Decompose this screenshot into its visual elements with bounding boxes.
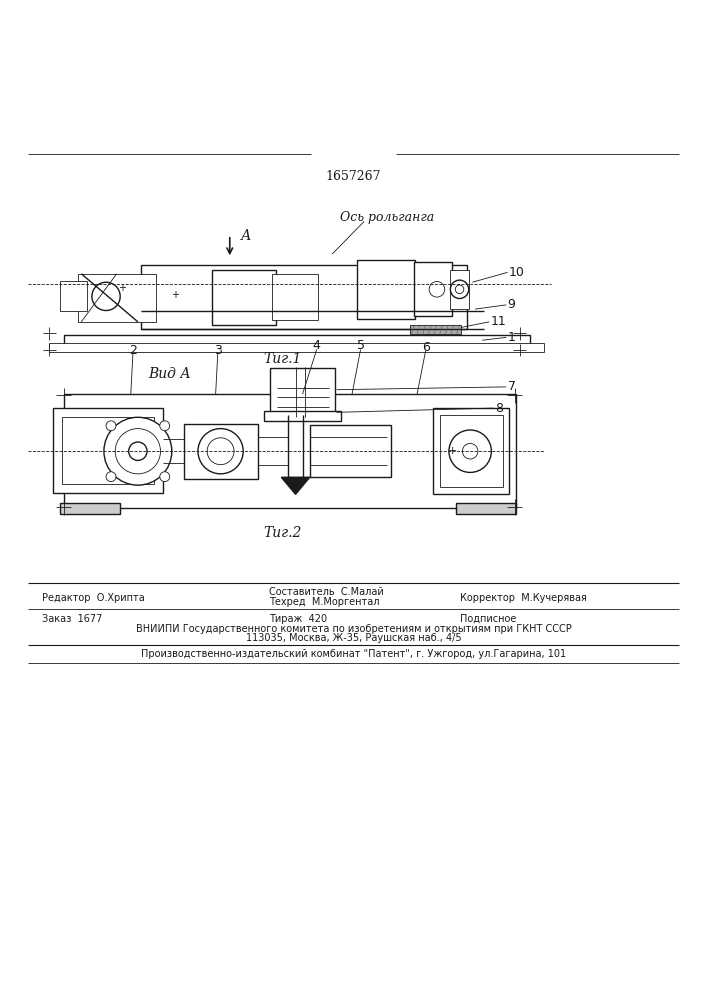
Text: Τиг.2: Τиг.2 xyxy=(264,526,302,540)
Text: +: + xyxy=(448,446,457,456)
Bar xyxy=(62,417,154,484)
Bar xyxy=(64,335,530,346)
Bar xyxy=(53,408,163,493)
Text: 2: 2 xyxy=(129,344,137,357)
Circle shape xyxy=(450,280,469,299)
Text: Производственно-издательский комбинат "Патент", г. Ужгород, ул.Гагарина, 101: Производственно-издательский комбинат "П… xyxy=(141,649,566,659)
Text: Составитель  С.Малай: Составитель С.Малай xyxy=(269,587,383,597)
Bar xyxy=(60,281,87,311)
Text: +: + xyxy=(171,290,180,300)
Bar xyxy=(272,274,318,320)
Circle shape xyxy=(198,429,243,474)
Text: Корректор  М.Кучерявая: Корректор М.Кучерявая xyxy=(460,593,586,603)
Text: А: А xyxy=(240,229,251,243)
Text: 1657267: 1657267 xyxy=(326,170,381,183)
Bar xyxy=(414,262,452,316)
Text: Заказ  1677: Заказ 1677 xyxy=(42,614,103,624)
Text: Тираж  420: Тираж 420 xyxy=(269,614,327,624)
Circle shape xyxy=(160,421,170,431)
Bar xyxy=(264,411,341,421)
Circle shape xyxy=(129,442,147,460)
Bar xyxy=(456,503,516,514)
Bar xyxy=(357,260,415,319)
Bar xyxy=(270,368,335,417)
Text: ВНИИПИ Государственного комитета по изобретениям и открытиям при ГКНТ СССР: ВНИИПИ Государственного комитета по изоб… xyxy=(136,624,571,634)
Circle shape xyxy=(160,472,170,482)
Circle shape xyxy=(455,285,464,294)
Text: 113035, Москва, Ж-35, Раушская наб., 4/5: 113035, Москва, Ж-35, Раушская наб., 4/5 xyxy=(246,633,461,643)
Circle shape xyxy=(429,282,445,297)
Bar xyxy=(212,270,276,325)
Text: Ось рольганга: Ось рольганга xyxy=(340,211,435,224)
Bar xyxy=(450,270,469,309)
Text: 6: 6 xyxy=(421,341,430,354)
Text: 10: 10 xyxy=(509,266,525,279)
Bar xyxy=(64,394,516,508)
Text: Редактор  О.Хрипта: Редактор О.Хрипта xyxy=(42,593,145,603)
Text: 8: 8 xyxy=(495,402,503,415)
Text: Τиг.1: Τиг.1 xyxy=(264,352,302,366)
Text: Вид А: Вид А xyxy=(148,367,191,381)
Bar xyxy=(440,415,503,487)
Circle shape xyxy=(115,429,160,474)
Bar xyxy=(433,408,509,494)
Text: 9: 9 xyxy=(508,298,515,311)
Circle shape xyxy=(372,276,399,303)
Bar xyxy=(78,274,156,322)
Text: 3: 3 xyxy=(214,344,222,357)
Circle shape xyxy=(104,417,172,485)
Circle shape xyxy=(362,266,409,313)
Circle shape xyxy=(449,430,491,472)
Bar xyxy=(49,343,544,352)
Circle shape xyxy=(92,282,120,311)
Bar xyxy=(410,325,461,334)
Text: +: + xyxy=(117,283,126,293)
Bar xyxy=(60,503,120,514)
Text: 11: 11 xyxy=(491,315,506,328)
Polygon shape xyxy=(281,477,310,494)
Circle shape xyxy=(207,438,234,465)
Text: Техред  М.Моргентал: Техред М.Моргентал xyxy=(269,597,379,607)
Bar xyxy=(184,424,258,479)
Text: 1: 1 xyxy=(508,331,515,344)
Bar xyxy=(141,265,467,329)
Text: 7: 7 xyxy=(508,380,515,393)
Circle shape xyxy=(462,443,478,459)
Text: 4: 4 xyxy=(312,339,321,352)
Circle shape xyxy=(106,421,116,431)
Bar xyxy=(310,425,391,477)
Text: Подписное: Подписное xyxy=(460,614,516,624)
Text: 5: 5 xyxy=(356,339,365,352)
Circle shape xyxy=(106,472,116,482)
